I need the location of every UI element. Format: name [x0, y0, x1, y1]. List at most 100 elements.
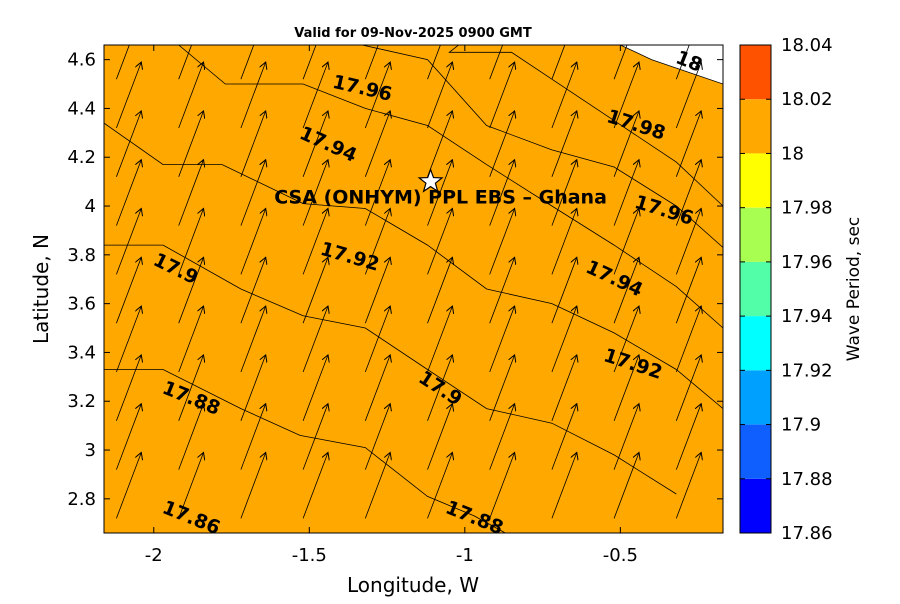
wind-arrow: [489, 453, 515, 519]
x-axis: -2 -1.5 -1 -0.5: [145, 45, 638, 566]
wind-arrow: [489, 160, 515, 226]
wind-arrow: [364, 45, 379, 80]
colorbar-tick-label: 17.96: [781, 252, 833, 273]
y-tick-label: 4.4: [67, 98, 96, 119]
wind-arrow: [427, 404, 453, 470]
wind-arrow: [427, 355, 453, 421]
wind-arrow: [240, 355, 266, 421]
wind-arrow: [551, 355, 577, 421]
contour-band-18: [104, 45, 723, 533]
colorbar-label: Wave Period, sec: [844, 217, 864, 362]
wind-arrow: [240, 62, 266, 129]
wind-arrow: [302, 404, 328, 470]
colorbar-tick-label: 18.04: [781, 35, 833, 56]
colorbar-frame: [739, 44, 772, 534]
wind-arrow: [364, 160, 390, 226]
wind-arrow: [613, 45, 628, 80]
wind-arrow: [613, 453, 639, 519]
wind-arrow: [675, 453, 701, 519]
colorbar-swatch: [740, 207, 771, 262]
wind-arrow: [551, 62, 577, 129]
wind-arrow: [489, 45, 504, 80]
wind-arrow: [302, 306, 328, 373]
wind-arrow: [427, 453, 453, 519]
y-tick-label: 3.6: [67, 294, 96, 315]
wind-arrow: [427, 209, 453, 275]
wind-arrow: [302, 160, 328, 226]
wind-arrow: [178, 62, 204, 129]
wind-arrow: [302, 355, 328, 421]
colorbar-swatch: [740, 424, 771, 479]
wind-arrow: [116, 209, 141, 275]
wind-arrow: [116, 111, 141, 177]
wind-arrow: [613, 257, 639, 324]
wind-arrow: [489, 209, 515, 275]
wind-arrow: [489, 404, 515, 470]
wind-arrow: [613, 160, 639, 226]
colorbar-tick-label: 17.86: [781, 523, 833, 544]
wind-arrow: [364, 257, 390, 324]
wind-arrow: [427, 257, 453, 324]
wind-arrow: [116, 453, 141, 519]
wind-arrow: [240, 306, 266, 373]
contour-line-17-88: [104, 369, 506, 533]
wind-arrow: [551, 160, 577, 226]
colorbar-tick-label: 18.02: [781, 89, 833, 110]
wind-arrow: [178, 209, 204, 275]
wind-arrow: [675, 62, 701, 129]
colorbar-tick-label: 17.98: [781, 198, 833, 219]
wind-arrow: [613, 209, 639, 275]
chart-title: Valid for 09-Nov-2025 0900 GMT: [294, 26, 532, 41]
wind-arrow: [302, 257, 328, 324]
wind-arrow: [178, 257, 204, 324]
wind-arrow: [551, 404, 577, 470]
wind-arrow: [613, 111, 639, 177]
wind-arrow: [240, 453, 266, 519]
wind-arrow: [178, 160, 204, 226]
y-tick-label: 4.2: [67, 147, 96, 168]
y-tick-label: 3: [85, 440, 96, 461]
wind-arrow: [364, 453, 390, 519]
y-tick-label: 4.6: [67, 50, 96, 71]
x-tick-label: -2: [145, 545, 163, 566]
colorbar-swatch: [740, 261, 771, 317]
wind-arrow: [551, 209, 577, 275]
wind-arrow: [178, 453, 204, 519]
x-tick-label: -1.5: [292, 545, 327, 566]
wind-arrow: [178, 111, 204, 177]
wind-arrow: [178, 45, 192, 80]
wind-arrow: [613, 306, 639, 373]
wind-arrow: [613, 355, 639, 421]
wind-arrow: [116, 160, 141, 226]
contour-fills: [104, 45, 723, 533]
wind-arrow: [178, 306, 204, 373]
y-axis-label: Latitude, N: [29, 234, 53, 344]
wind-arrow: [427, 160, 453, 226]
colorbar-swatch: [740, 153, 771, 208]
wind-arrow: [551, 306, 577, 373]
wind-arrow: [489, 257, 515, 324]
plot-frame: [103, 44, 724, 534]
colorbar-tick-label: 17.88: [781, 469, 833, 490]
colorbar-swatch: [740, 478, 771, 533]
wind-arrow: [551, 45, 566, 80]
wind-arrow: [240, 209, 266, 275]
y-axis: 2.8 3 3.2 3.4 3.6 3.8 4 4.2 4.4 4.6: [67, 50, 723, 510]
wind-arrow: [240, 111, 266, 177]
wind-arrow: [116, 257, 141, 324]
wind-arrow: [240, 160, 266, 226]
wind-arrow: [613, 404, 639, 470]
wind-arrow: [551, 111, 577, 177]
wind-arrow: [302, 45, 317, 80]
y-tick-label: 3.2: [67, 391, 96, 412]
colorbar-swatch: [740, 370, 771, 425]
wind-arrow: [240, 257, 266, 324]
site-annotation: CSA (ONHYM) PPL EBS – Ghana: [274, 167, 607, 209]
contour-line-17-98: [104, 45, 723, 207]
wind-arrows: [116, 45, 701, 519]
x-tick-label: -1: [456, 545, 474, 566]
wind-arrow: [427, 62, 453, 129]
colorbar-tick-label: 17.94: [781, 306, 833, 327]
wind-arrow: [240, 404, 266, 470]
